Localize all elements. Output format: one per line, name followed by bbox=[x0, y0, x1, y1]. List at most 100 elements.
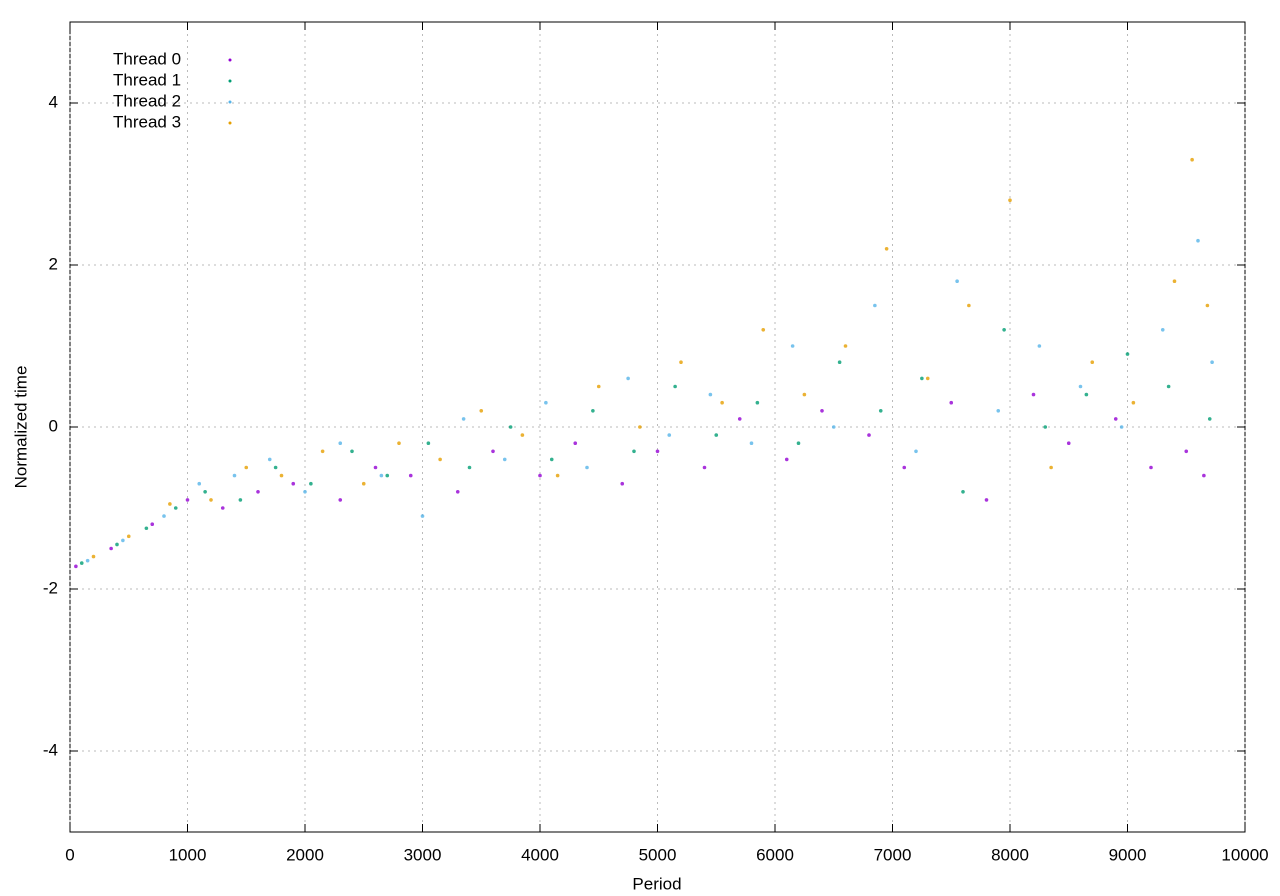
point bbox=[121, 538, 125, 543]
point bbox=[837, 360, 842, 365]
point bbox=[914, 449, 918, 454]
point bbox=[220, 506, 225, 510]
point bbox=[784, 457, 789, 462]
x-tick-label: 3000 bbox=[404, 845, 442, 864]
legend-marker bbox=[228, 79, 232, 83]
point bbox=[162, 514, 166, 518]
point bbox=[1131, 400, 1136, 405]
point bbox=[984, 498, 989, 502]
legend-marker bbox=[228, 121, 232, 125]
point bbox=[74, 564, 78, 569]
point bbox=[843, 344, 848, 348]
point bbox=[1202, 473, 1206, 478]
point bbox=[244, 465, 249, 470]
point bbox=[585, 465, 589, 470]
point bbox=[925, 376, 930, 381]
legend-label: Thread 1 bbox=[113, 70, 181, 89]
point bbox=[350, 449, 354, 454]
point bbox=[655, 449, 660, 454]
x-tick-label: 0 bbox=[65, 845, 74, 864]
y-tick-label: -4 bbox=[43, 740, 58, 759]
point bbox=[1043, 425, 1048, 429]
point bbox=[544, 400, 548, 405]
point bbox=[1008, 198, 1012, 202]
point bbox=[967, 303, 971, 308]
point bbox=[961, 490, 965, 494]
point bbox=[1149, 465, 1153, 470]
point bbox=[667, 433, 672, 437]
point bbox=[185, 498, 190, 502]
point bbox=[85, 558, 90, 563]
x-tick-label: 9000 bbox=[1109, 845, 1147, 864]
x-tick-label: 10000 bbox=[1221, 845, 1268, 864]
point bbox=[1184, 449, 1189, 454]
point bbox=[144, 526, 149, 531]
point bbox=[1090, 360, 1095, 365]
point bbox=[1190, 157, 1194, 162]
point bbox=[273, 465, 278, 470]
point bbox=[591, 409, 595, 413]
point bbox=[1196, 238, 1200, 243]
point bbox=[502, 457, 507, 462]
x-tick-label: 6000 bbox=[756, 845, 794, 864]
point bbox=[479, 409, 484, 413]
point bbox=[461, 417, 466, 421]
legend-marker bbox=[228, 58, 232, 62]
point bbox=[626, 376, 630, 381]
point bbox=[438, 457, 442, 462]
point bbox=[802, 392, 807, 397]
legend-label: Thread 0 bbox=[113, 49, 181, 68]
point bbox=[1084, 392, 1089, 397]
point bbox=[1207, 417, 1212, 421]
x-tick-label: 8000 bbox=[991, 845, 1029, 864]
point bbox=[1166, 384, 1171, 389]
point bbox=[338, 498, 343, 502]
point bbox=[126, 534, 131, 539]
point bbox=[679, 360, 683, 365]
point bbox=[455, 490, 460, 494]
point bbox=[291, 481, 296, 486]
point bbox=[79, 561, 84, 565]
point bbox=[632, 449, 636, 454]
x-tick-label: 1000 bbox=[169, 845, 207, 864]
point bbox=[555, 473, 560, 478]
point bbox=[1037, 344, 1042, 348]
point bbox=[708, 392, 713, 397]
point bbox=[520, 433, 525, 437]
x-tick-label: 2000 bbox=[286, 845, 324, 864]
point bbox=[361, 481, 366, 486]
y-tick-label: 4 bbox=[49, 92, 58, 111]
point bbox=[232, 473, 237, 478]
point bbox=[109, 546, 113, 551]
point bbox=[737, 417, 742, 421]
point bbox=[238, 498, 243, 502]
point bbox=[702, 465, 707, 470]
point bbox=[549, 457, 554, 462]
point bbox=[203, 490, 207, 494]
legend-marker bbox=[228, 100, 232, 104]
point bbox=[397, 441, 401, 446]
point bbox=[1119, 425, 1124, 429]
point bbox=[1049, 465, 1053, 470]
point bbox=[309, 481, 313, 486]
point bbox=[1031, 392, 1036, 397]
point bbox=[91, 554, 96, 559]
point bbox=[1002, 328, 1006, 332]
legend-label: Thread 3 bbox=[113, 112, 181, 131]
point bbox=[1172, 279, 1177, 284]
point bbox=[491, 449, 495, 454]
point bbox=[761, 328, 766, 332]
legend-label: Thread 2 bbox=[113, 91, 181, 110]
point bbox=[508, 425, 513, 429]
point bbox=[426, 441, 431, 446]
y-tick-label: 0 bbox=[49, 416, 58, 435]
point bbox=[884, 247, 889, 251]
point bbox=[1160, 328, 1165, 332]
point bbox=[1205, 303, 1210, 308]
point bbox=[720, 400, 724, 405]
x-tick-label: 4000 bbox=[521, 845, 559, 864]
point bbox=[1210, 360, 1214, 365]
point bbox=[949, 400, 954, 405]
y-axis-label: Normalized time bbox=[11, 366, 30, 489]
point bbox=[408, 473, 413, 478]
